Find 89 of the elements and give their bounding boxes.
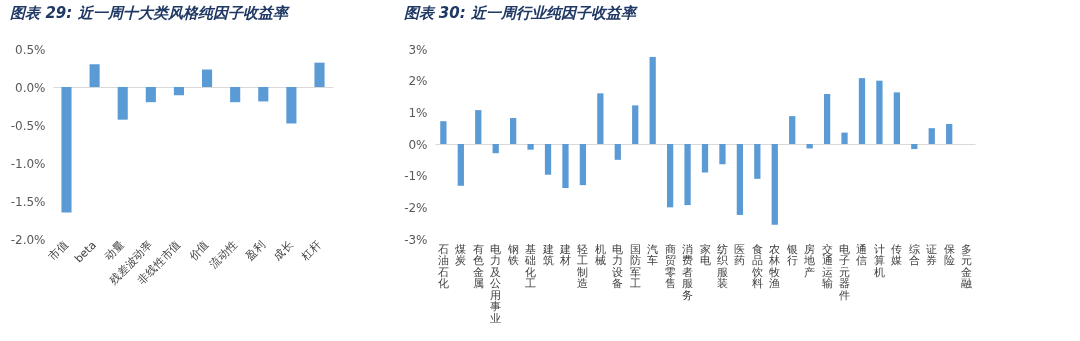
x-tick-label: 有色金属 — [472, 242, 484, 290]
x-tick-label: 保险 — [943, 242, 955, 267]
bar — [440, 121, 447, 144]
bar — [946, 124, 953, 144]
x-tick-label: 消费者服务 — [682, 242, 694, 302]
bar — [286, 87, 297, 124]
bar — [666, 144, 674, 208]
x-tick-label: 市值 — [45, 238, 71, 264]
bar — [649, 56, 656, 144]
x-tick-label: 银行 — [785, 242, 798, 267]
bar — [61, 87, 72, 213]
bar — [632, 105, 639, 144]
bar — [314, 62, 325, 87]
bar — [544, 144, 552, 175]
y-tick-label: -0.5% — [10, 118, 46, 133]
bar — [841, 132, 848, 144]
y-tick-label: -1.5% — [10, 194, 46, 209]
x-tick-label: 盈利 — [242, 238, 268, 264]
y-tick-label: -1.0% — [10, 156, 46, 171]
y-tick-label: -2.0% — [10, 232, 46, 247]
bar — [719, 144, 726, 165]
x-tick-label: 基础化工 — [524, 242, 537, 290]
x-tick-label: 电力及公用事业 — [490, 242, 502, 325]
y-tick-label: 0% — [408, 137, 428, 152]
bar — [173, 87, 184, 96]
x-tick-label: 农林牧渔 — [768, 242, 781, 290]
bar — [823, 93, 831, 144]
x-tick-label: 电力设备 — [612, 242, 624, 290]
bar — [579, 144, 587, 186]
bar — [562, 144, 569, 189]
bar — [597, 93, 604, 144]
y-tick-label: -1% — [404, 169, 428, 184]
bar — [202, 69, 213, 87]
x-tick-label: 通信 — [856, 242, 868, 267]
bar — [258, 87, 269, 102]
bar — [701, 144, 709, 173]
y-tick-label: 0.0% — [15, 80, 46, 95]
x-tick-label: 钢铁 — [506, 242, 519, 267]
bar — [527, 144, 534, 150]
x-tick-label: 石油石化 — [437, 242, 449, 290]
bar — [911, 144, 918, 150]
x-tick-label: 杠杆 — [298, 238, 324, 265]
x-tick-label: 煤炭 — [455, 242, 467, 267]
x-tick-label: 纺织服装 — [716, 242, 728, 290]
bar — [928, 128, 935, 144]
bar — [876, 80, 883, 144]
chart-title: 图表 30: 近一周行业纯因子收益率 — [403, 4, 638, 22]
bar — [614, 144, 621, 160]
x-tick-label: 电子元器件 — [839, 242, 851, 302]
x-tick-label: 汽车 — [647, 242, 659, 267]
x-tick-label: 机械 — [594, 242, 606, 267]
x-tick-label: 计算机 — [873, 242, 885, 279]
bar — [89, 64, 100, 87]
bar — [789, 116, 796, 144]
chart-title: 图表 29: 近一周十大类风格纯因子收益率 — [10, 4, 290, 22]
x-tick-label: 食品饮料 — [750, 242, 763, 290]
y-tick-label: 0.5% — [15, 42, 46, 57]
bar — [457, 144, 464, 186]
x-tick-label: 轻工制造 — [577, 242, 589, 290]
bar — [492, 144, 499, 154]
y-tick-label: -2% — [404, 200, 428, 215]
bar — [510, 118, 517, 144]
x-tick-label: 综合 — [908, 242, 920, 267]
bar — [684, 144, 691, 206]
bar — [858, 78, 866, 144]
x-tick-label: 家电 — [699, 242, 711, 267]
bar — [754, 144, 761, 179]
y-tick-label: -3% — [404, 232, 428, 247]
bar — [145, 87, 156, 103]
y-tick-label: 2% — [408, 74, 428, 89]
x-tick-label: 房地产 — [803, 242, 816, 279]
x-tick-label: 商贸零售 — [664, 242, 676, 290]
bar — [475, 110, 482, 144]
y-tick-label: 3% — [408, 42, 428, 57]
x-tick-label: 多元金融 — [961, 242, 973, 290]
x-tick-label: 成长 — [270, 238, 296, 264]
bar — [230, 87, 241, 103]
bar — [771, 144, 778, 225]
x-tick-label: 国防军工 — [629, 242, 641, 290]
bar — [117, 87, 128, 120]
x-tick-label: 传媒 — [891, 242, 903, 267]
x-tick-label: 交通运输 — [821, 242, 833, 290]
x-tick-label: 证券 — [926, 242, 938, 267]
bar — [893, 92, 900, 144]
x-tick-label: 建材 — [558, 242, 571, 267]
y-tick-label: 1% — [408, 105, 428, 120]
x-tick-label: 建筑 — [541, 242, 554, 267]
bar — [736, 144, 744, 215]
x-tick-label: 医药 — [734, 242, 746, 267]
